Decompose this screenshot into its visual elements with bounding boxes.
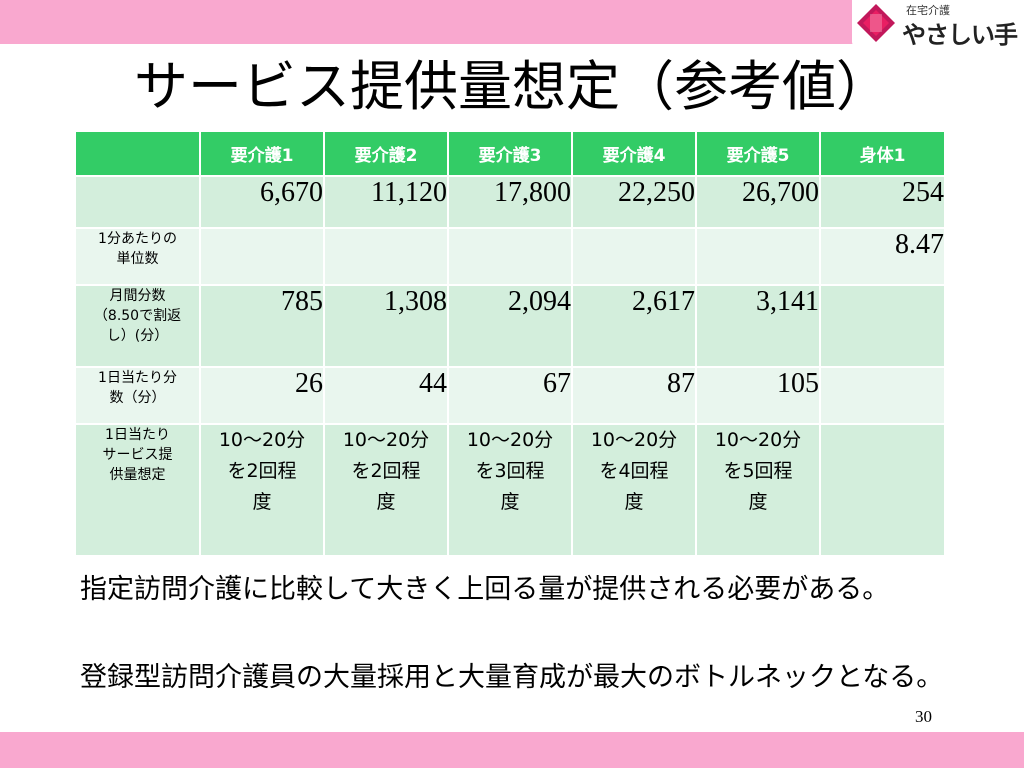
table-cell: 1,308 [325,286,449,368]
table-cell: 254 [821,177,946,229]
header-cell-care-level-4: 要介護4 [573,132,697,177]
row-label: 1日当たり分 数（分） [76,368,201,425]
table-cell [201,229,325,286]
page-number: 30 [915,707,932,726]
table-cell: 8.47 [821,229,946,286]
row-label: 1日当たり サービス提 供量想定 [76,425,201,557]
table-cell [449,229,573,286]
logo-name: やさしい手 [902,21,1018,49]
table-cell: 26 [201,368,325,425]
header-cell-blank [76,132,201,177]
table-header-row: 要介護1 要介護2 要介護3 要介護4 要介護5 身体1 [76,132,946,177]
table-cell: 10〜20分 を2回程 度 [325,425,449,557]
bottom-pink-band [0,732,1024,768]
table-row: 6,670 11,120 17,800 22,250 26,700 254 [76,177,946,229]
body-paragraph-1: 指定訪問介護に比較して大きく上回る量が提供される必要がある。 [80,574,890,605]
table-cell [821,286,946,368]
table-row: 1日当たり分 数（分） 26 44 67 87 105 [76,368,946,425]
table-cell: 785 [201,286,325,368]
table-cell: 67 [449,368,573,425]
table-row: 1日当たり サービス提 供量想定 10〜20分 を2回程 度 10〜20分 を2… [76,425,946,557]
table-cell [821,368,946,425]
table-cell: 17,800 [449,177,573,229]
header-cell-care-level-3: 要介護3 [449,132,573,177]
table-cell: 10〜20分 を3回程 度 [449,425,573,557]
company-logo: 在宅介護 やさしい手 [852,0,1024,49]
body-paragraph-2: 登録型訪問介護員の大量採用と大量育成が最大のボトルネックとなる。 [80,662,944,693]
table-cell: 87 [573,368,697,425]
table-cell: 10〜20分 を5回程 度 [697,425,821,557]
table-row: 1分あたりの 単位数 8.47 [76,229,946,286]
row-label: 月間分数 （8.50で割返 し）(分） [76,286,201,368]
table-row: 月間分数 （8.50で割返 し）(分） 785 1,308 2,094 2,61… [76,286,946,368]
table-cell: 2,617 [573,286,697,368]
table-cell [821,425,946,557]
table-cell: 6,670 [201,177,325,229]
logo-subtitle: 在宅介護 [906,4,950,17]
table-cell: 44 [325,368,449,425]
table-cell: 11,120 [325,177,449,229]
table-cell: 3,141 [697,286,821,368]
table-cell: 26,700 [697,177,821,229]
table-cell: 10〜20分 を4回程 度 [573,425,697,557]
table-cell [325,229,449,286]
header-cell-care-level-1: 要介護1 [201,132,325,177]
table-cell: 10〜20分 を2回程 度 [201,425,325,557]
table-cell [573,229,697,286]
service-volume-table: 要介護1 要介護2 要介護3 要介護4 要介護5 身体1 6,670 11,12… [76,132,946,557]
row-label: 1分あたりの 単位数 [76,229,201,286]
table-cell [697,229,821,286]
hand-to-heart-logo-icon [857,4,895,42]
table-cell: 105 [697,368,821,425]
header-cell-care-level-2: 要介護2 [325,132,449,177]
table-cell: 22,250 [573,177,697,229]
row-label [76,177,201,229]
page-title: サービス提供量想定（参考値） [134,55,890,118]
header-cell-body-1: 身体1 [821,132,946,177]
table-cell: 2,094 [449,286,573,368]
header-cell-care-level-5: 要介護5 [697,132,821,177]
